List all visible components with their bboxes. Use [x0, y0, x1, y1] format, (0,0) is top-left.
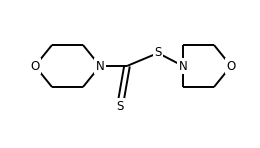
Text: S: S — [116, 99, 124, 112]
Text: O: O — [226, 59, 236, 73]
Text: O: O — [30, 59, 40, 73]
Text: N: N — [179, 59, 187, 73]
Text: N: N — [96, 59, 104, 73]
Text: S: S — [154, 46, 162, 59]
